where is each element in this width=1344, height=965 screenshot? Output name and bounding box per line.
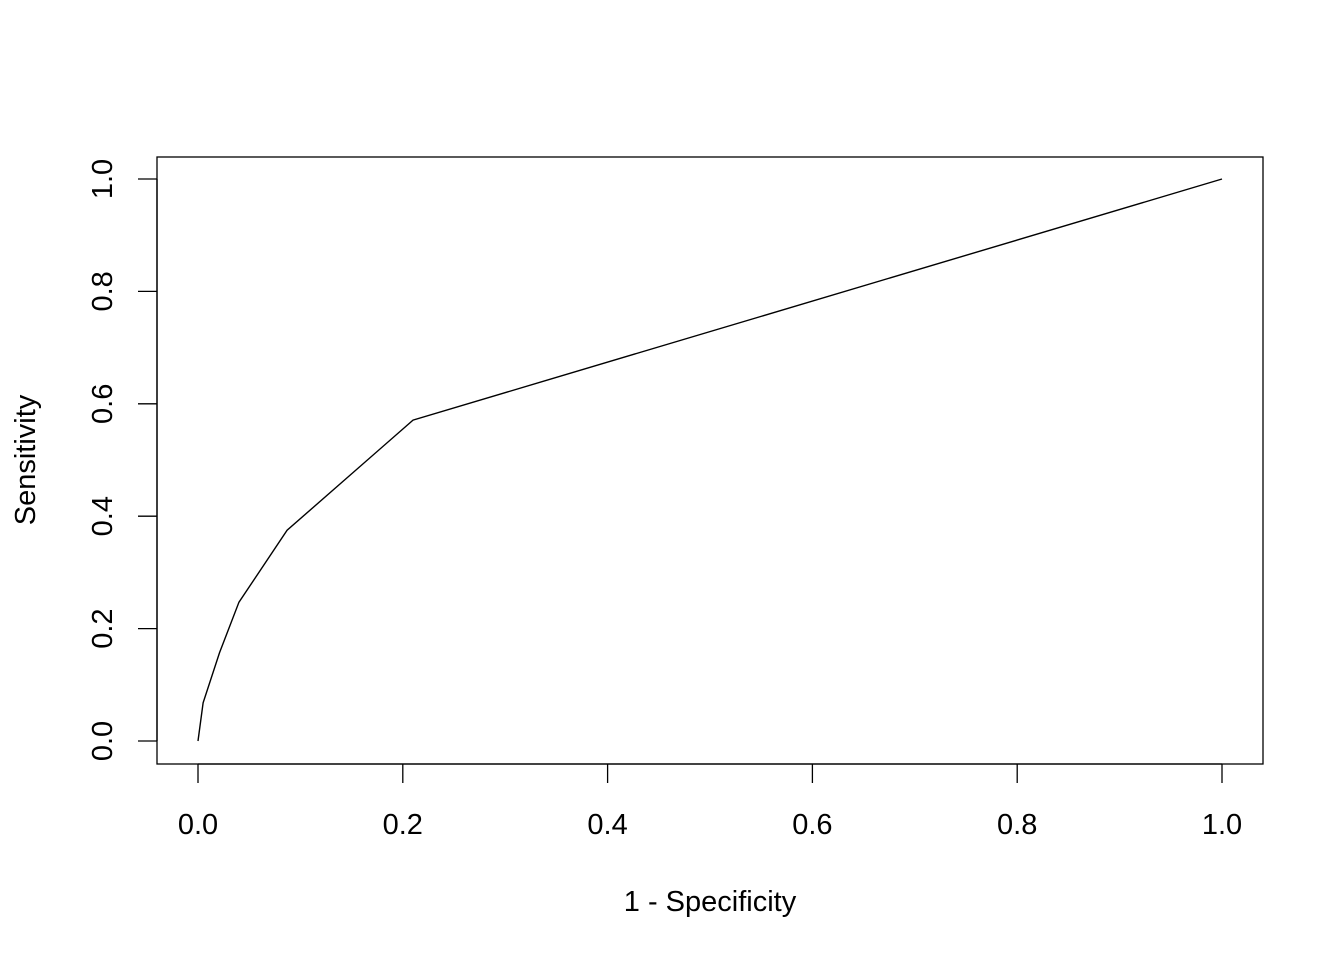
y-tick-label: 0.8	[87, 271, 119, 311]
y-axis-label: Sensitivity	[10, 394, 42, 525]
x-tick-label: 0.0	[178, 809, 218, 841]
y-tick-label: 1.0	[87, 159, 119, 199]
x-tick-label: 0.4	[587, 809, 627, 841]
y-axis: 0.0 0.2 0.4 0.6 0.8 1.0	[87, 159, 158, 761]
series-group	[197, 178, 1223, 742]
x-tick-label: 0.2	[383, 809, 423, 841]
plot-frame	[156, 156, 1264, 765]
y-tick-label: 0.4	[87, 496, 119, 536]
y-tick-label: 0.6	[87, 384, 119, 424]
y-tick-label: 0.0	[87, 721, 119, 761]
x-axis-label: 1 - Specificity	[624, 886, 797, 918]
x-tick-label: 0.8	[997, 809, 1037, 841]
x-tick-label: 1.0	[1202, 809, 1242, 841]
y-tick-label: 0.2	[87, 608, 119, 648]
x-tick-label: 0.6	[792, 809, 832, 841]
roc-curve	[197, 178, 1223, 742]
x-axis: 0.0 0.2 0.4 0.6 0.8 1.0	[178, 763, 1242, 841]
